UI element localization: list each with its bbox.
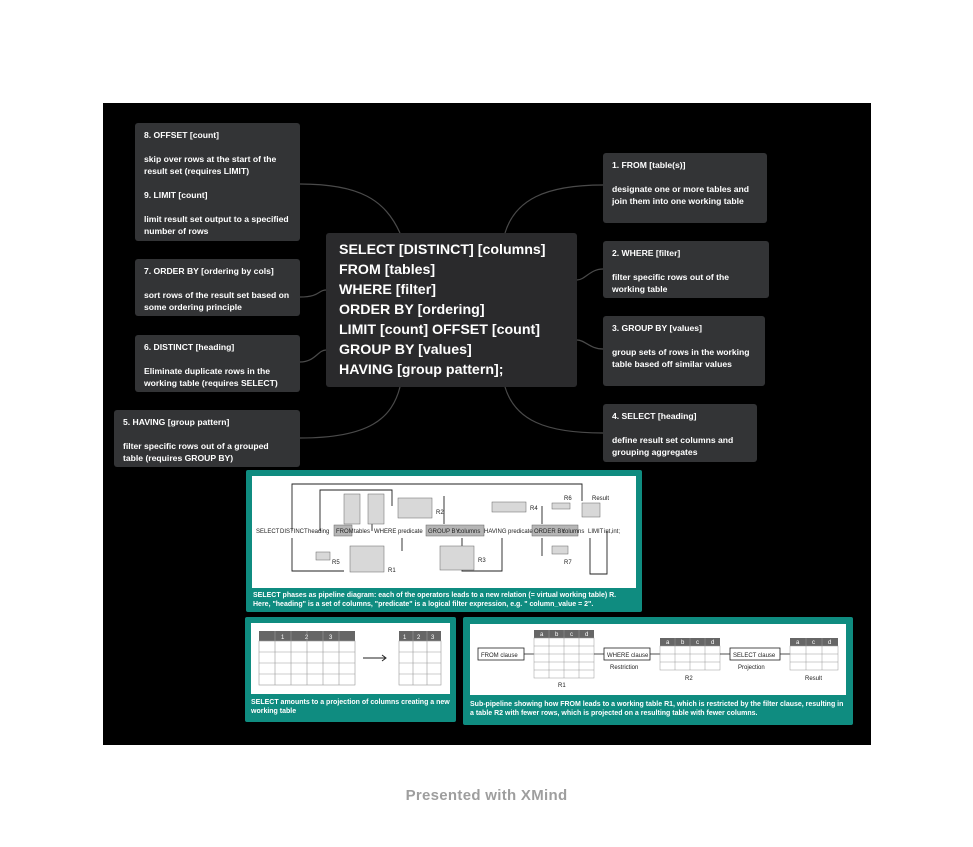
pipeline-token: FROM <box>336 529 354 535</box>
pipeline-token: WHERE <box>374 529 396 535</box>
offset-title: 8. OFFSET [count] <box>144 130 219 140</box>
r2-header: c <box>696 640 699 646</box>
subpipeline-image-card[interactable]: FROM clause a b c d R1 WHERE clause Rest… <box>463 617 853 725</box>
central-line: GROUP BY [values] <box>339 342 472 358</box>
restriction-label: Restriction <box>610 665 638 671</box>
offset-desc: skip over rows at the start of the resul… <box>144 154 277 176</box>
pipeline-label: R2 <box>436 510 444 516</box>
r2-header: d <box>711 640 714 646</box>
limit-title: 9. LIMIT [count] <box>144 190 208 200</box>
select-clause-box: SELECT clause <box>733 653 776 659</box>
projection-svg: 1 2 3 1 2 3 <box>258 631 442 686</box>
pipeline-token: predicate <box>508 529 533 535</box>
distinct-title: 6. DISTINCT [heading] <box>144 342 235 352</box>
pipeline-diagram: SELECT DISTINCT heading FROM tables WHER… <box>252 476 636 588</box>
pipeline-token: ORDER BY <box>534 529 565 535</box>
pipeline-token: HAVING <box>484 529 507 535</box>
orderby-title: 7. ORDER BY [ordering by cols] <box>144 266 274 276</box>
distinct-desc: Eliminate duplicate rows in the working … <box>144 366 278 388</box>
left-header: 1 <box>281 635 285 641</box>
result-header: c <box>812 640 815 646</box>
from-clause-box: FROM clause <box>481 653 518 659</box>
r1-header: d <box>585 632 588 638</box>
r2-header: a <box>666 640 670 646</box>
topic-group-by[interactable]: 3. GROUP BY [values] group sets of rows … <box>603 316 765 386</box>
projection-image-card[interactable]: 1 2 3 1 2 3 SELECT amounts to a projecti… <box>245 617 456 722</box>
where-desc: filter specific rows out of the working … <box>612 272 729 294</box>
pipeline-token: DISTINCT <box>280 529 308 535</box>
result-label: Result <box>805 676 822 682</box>
where-title: 2. WHERE [filter] <box>612 248 681 258</box>
pipeline-token: tables <box>354 529 370 535</box>
pipeline-label: R7 <box>564 560 572 566</box>
pipeline-label: R6 <box>564 496 572 502</box>
topic-order-by[interactable]: 7. ORDER BY [ordering by cols] sort rows… <box>135 259 300 316</box>
central-line: SELECT [DISTINCT] [columns] <box>339 242 546 258</box>
topic-where[interactable]: 2. WHERE [filter] filter specific rows o… <box>603 241 769 298</box>
pipeline-label: R4 <box>530 506 538 512</box>
projection-diagram: 1 2 3 1 2 3 <box>251 623 450 694</box>
topic-distinct[interactable]: 6. DISTINCT [heading] Eliminate duplicat… <box>135 335 300 392</box>
pipeline-token: int,int; <box>604 529 620 535</box>
result-header: d <box>828 640 831 646</box>
pipeline-svg: SELECT DISTINCT heading FROM tables WHER… <box>256 483 620 575</box>
r2-header: b <box>681 640 685 646</box>
projection-caption: SELECT amounts to a projection of column… <box>251 699 450 715</box>
having-title: 5. HAVING [group pattern] <box>123 417 230 427</box>
subpipeline-diagram: FROM clause a b c d R1 WHERE clause Rest… <box>470 624 846 695</box>
where-clause-box: WHERE clause <box>607 653 649 659</box>
groupby-desc: group sets of rows in the working table … <box>612 347 750 369</box>
subpipeline-caption: Sub-pipeline showing how FROM leads to a… <box>470 701 844 717</box>
pipeline-token: predicate <box>398 529 423 535</box>
central-line: LIMIT [count] OFFSET [count] <box>339 322 540 338</box>
topic-select[interactable]: 4. SELECT [heading] define result set co… <box>603 404 757 462</box>
footer-xmind[interactable]: Presented with XMind <box>405 787 568 804</box>
limit-desc: limit result set output to a specified n… <box>144 214 289 236</box>
orderby-desc: sort rows of the result set based on som… <box>144 290 290 312</box>
right-header: 1 <box>403 635 407 641</box>
having-desc: filter specific rows out of a grouped ta… <box>123 441 269 463</box>
pipeline-label: R5 <box>332 560 340 566</box>
pipeline-token: SELECT <box>256 529 280 535</box>
r1-header: a <box>540 632 544 638</box>
result-header: a <box>796 640 800 646</box>
pipeline-label: R1 <box>388 568 396 574</box>
select-desc: define result set columns and grouping a… <box>612 435 734 457</box>
central-line: HAVING [group pattern]; <box>339 362 504 378</box>
pipeline-label: R3 <box>478 558 486 564</box>
left-header: 3 <box>329 635 333 641</box>
right-header: 3 <box>431 635 435 641</box>
projection-label: Projection <box>738 665 765 671</box>
topic-offset-limit[interactable]: 8. OFFSET [count] skip over rows at the … <box>135 123 300 241</box>
pipeline-image-card[interactable]: SELECT DISTINCT heading FROM tables WHER… <box>246 470 642 612</box>
subpipeline-svg: FROM clause a b c d R1 WHERE clause Rest… <box>477 630 839 689</box>
pipeline-token: LIMIT <box>588 529 604 535</box>
pipeline-token: columns <box>562 529 584 535</box>
pipeline-token: GROUP BY <box>428 529 460 535</box>
central-topic[interactable]: SELECT [DISTINCT] [columns] FROM [tables… <box>326 233 577 387</box>
r1-header: c <box>570 632 573 638</box>
central-line: ORDER BY [ordering] <box>339 302 485 318</box>
central-line: WHERE [filter] <box>339 282 436 298</box>
topic-from[interactable]: 1. FROM [table(s)] designate one or more… <box>603 153 767 223</box>
groupby-title: 3. GROUP BY [values] <box>612 323 702 333</box>
r1-label: R1 <box>558 683 566 689</box>
from-desc: designate one or more tables and join th… <box>612 184 750 206</box>
pipeline-label: Result <box>592 496 609 502</box>
r1-header: b <box>555 632 559 638</box>
pipeline-caption: SELECT phases as pipeline diagram: each … <box>253 592 617 608</box>
central-line: FROM [tables] <box>339 262 436 278</box>
pipeline-token: heading <box>308 529 329 535</box>
select-title: 4. SELECT [heading] <box>612 411 697 421</box>
r2-label: R2 <box>685 676 693 682</box>
pipeline-token: columns <box>458 529 480 535</box>
topic-having[interactable]: 5. HAVING [group pattern] filter specifi… <box>114 410 300 467</box>
from-title: 1. FROM [table(s)] <box>612 160 686 170</box>
right-header: 2 <box>417 635 421 641</box>
